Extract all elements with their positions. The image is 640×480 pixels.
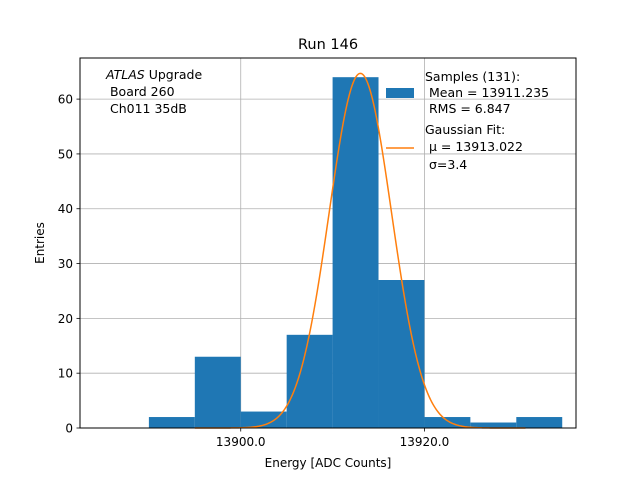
- legend: Samples (131): Mean = 13911.235 RMS = 6.…: [386, 69, 549, 172]
- annotation-line-2: Board 260: [106, 84, 175, 99]
- legend-fit-line-3: σ=3.4: [425, 157, 467, 172]
- y-tick-label-1: 10: [58, 367, 73, 381]
- annotation-box: ATLAS Upgrade Board 260 Ch011 35dB: [105, 67, 202, 116]
- annotation-atlas: ATLAS: [105, 67, 145, 82]
- histogram-bar-2: [240, 411, 287, 428]
- y-tick-label-0: 0: [65, 422, 73, 436]
- annotation-line-3: Ch011 35dB: [106, 101, 187, 116]
- y-tick-label-5: 50: [58, 147, 73, 161]
- y-tick-label-6: 60: [58, 93, 73, 107]
- x-axis-label: Energy [ADC Counts]: [265, 456, 392, 470]
- x-axis-ticks: 13900.0 13920.0: [216, 428, 449, 449]
- gaussian-fit-curve: [194, 72, 526, 429]
- histogram-bar-8: [516, 417, 563, 428]
- y-axis-ticks: 0 10 20 30 40 50 60: [58, 93, 80, 436]
- legend-samples-line-3: RMS = 6.847: [425, 101, 511, 116]
- legend-patch-samples: [386, 88, 414, 98]
- histogram-bar-6: [424, 417, 471, 428]
- annotation-line-1: ATLAS Upgrade: [105, 67, 202, 82]
- histogram-bar-0: [148, 417, 195, 428]
- y-tick-label-4: 40: [58, 202, 73, 216]
- histogram-bar-1: [194, 356, 241, 428]
- fit-layer: [194, 72, 526, 429]
- legend-fit-line-2: μ = 13913.022: [425, 139, 523, 154]
- legend-samples-line-2: Mean = 13911.235: [425, 85, 549, 100]
- legend-samples-line-1: Samples (131):: [425, 69, 520, 84]
- histogram-bar-3: [286, 334, 333, 428]
- y-axis-label: Entries: [33, 222, 47, 264]
- bars-layer: [148, 77, 563, 429]
- legend-fit-line-1: Gaussian Fit:: [425, 122, 505, 137]
- x-tick-label-0: 13900.0: [216, 435, 266, 449]
- histogram-bar-4: [332, 77, 379, 429]
- annotation-upgrade: Upgrade: [145, 67, 203, 82]
- grid-layer: [80, 58, 576, 429]
- chart-title: Run 146: [298, 37, 358, 53]
- histogram-bar-5: [378, 280, 425, 428]
- x-tick-label-1: 13920.0: [400, 435, 450, 449]
- plot-frame: [79, 57, 577, 429]
- y-tick-label-3: 30: [58, 257, 73, 271]
- y-tick-label-2: 20: [58, 312, 73, 326]
- histogram-bar-7: [470, 422, 517, 428]
